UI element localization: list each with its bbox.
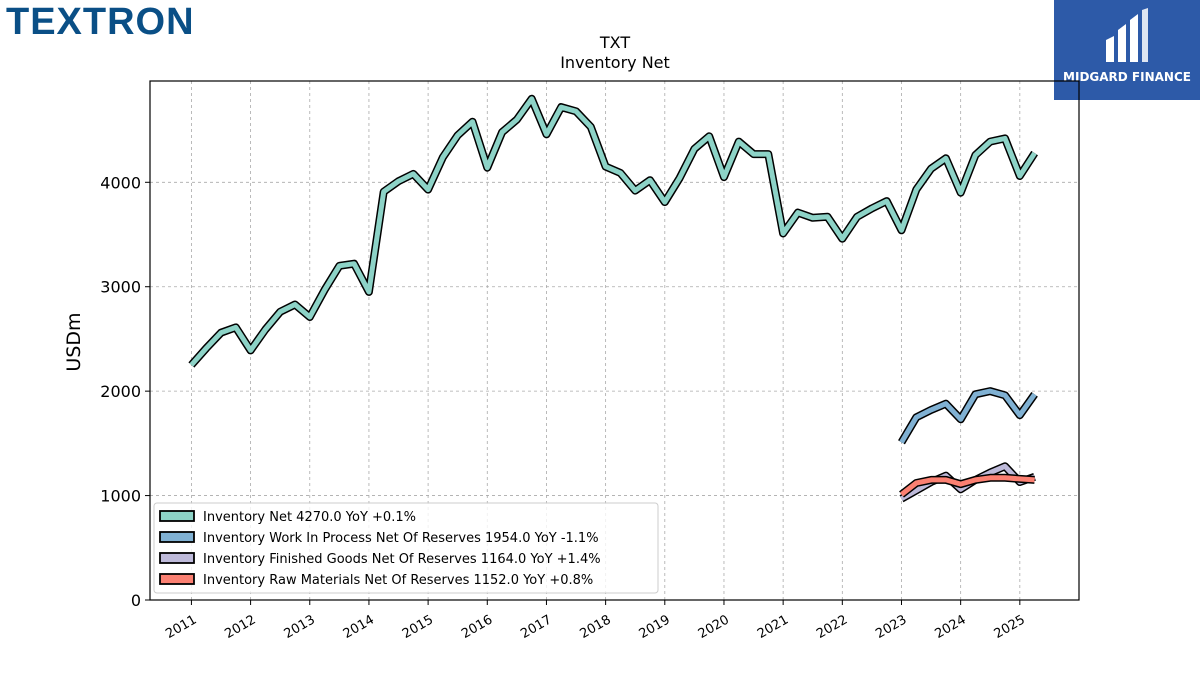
y-tick-label: 0	[131, 591, 141, 610]
x-tick-label: 2015	[400, 612, 436, 642]
legend: Inventory Net 4270.0 YoY +0.1% Inventory …	[153, 502, 659, 594]
legend-swatch	[159, 573, 195, 585]
midgard-finance-logo: MIDGARD FINANCE	[1054, 0, 1200, 100]
x-tick-label: 2012	[222, 612, 258, 642]
series-outline	[188, 94, 1038, 368]
x-tick-label: 2013	[282, 612, 318, 642]
x-tick-label: 2011	[163, 612, 199, 642]
midgard-finance-label: MIDGARD FINANCE	[1063, 70, 1191, 84]
y-axis-label: USDm	[63, 312, 85, 371]
x-tick-label: 2024	[932, 612, 968, 642]
y-tick-label: 3000	[100, 278, 141, 297]
chart-subtitle: Inventory Net	[560, 53, 670, 72]
legend-label: Inventory Finished Goods Net Of Reserves…	[203, 552, 601, 567]
legend-swatch	[159, 552, 195, 564]
x-tick-label: 2022	[814, 612, 850, 642]
textron-logo: TEXTRON	[6, 1, 195, 43]
x-tick-label: 2014	[341, 612, 377, 642]
legend-label: Inventory Net 4270.0 YoY +0.1%	[203, 510, 416, 525]
series-lines	[188, 94, 1038, 503]
y-tick-label: 2000	[100, 382, 141, 401]
x-tick-label: 2021	[755, 612, 791, 642]
x-tick-label: 2017	[518, 612, 554, 642]
x-tick-label: 2020	[696, 612, 732, 642]
legend-swatch	[159, 531, 195, 543]
x-tick-label: 2016	[459, 612, 495, 642]
legend-swatch	[159, 510, 195, 522]
chart-title: TXT	[599, 33, 630, 52]
midgard-emblem-icon	[1106, 8, 1148, 62]
series-line	[899, 388, 1037, 444]
x-tick-label: 2023	[873, 612, 909, 642]
x-tick-label: 2018	[577, 612, 613, 642]
x-tick-label: 2025	[992, 612, 1028, 642]
series-line	[189, 96, 1037, 367]
plot-frame	[149, 80, 1080, 601]
legend-label: Inventory Raw Materials Net Of Reserves …	[203, 573, 593, 588]
y-tick-label: 1000	[100, 487, 141, 506]
legend-box	[153, 502, 659, 594]
legend-label: Inventory Work In Process Net Of Reserve…	[203, 531, 599, 546]
series-line	[899, 475, 1035, 497]
x-tick-label: 2019	[637, 612, 673, 642]
y-tick-label: 4000	[100, 173, 141, 192]
